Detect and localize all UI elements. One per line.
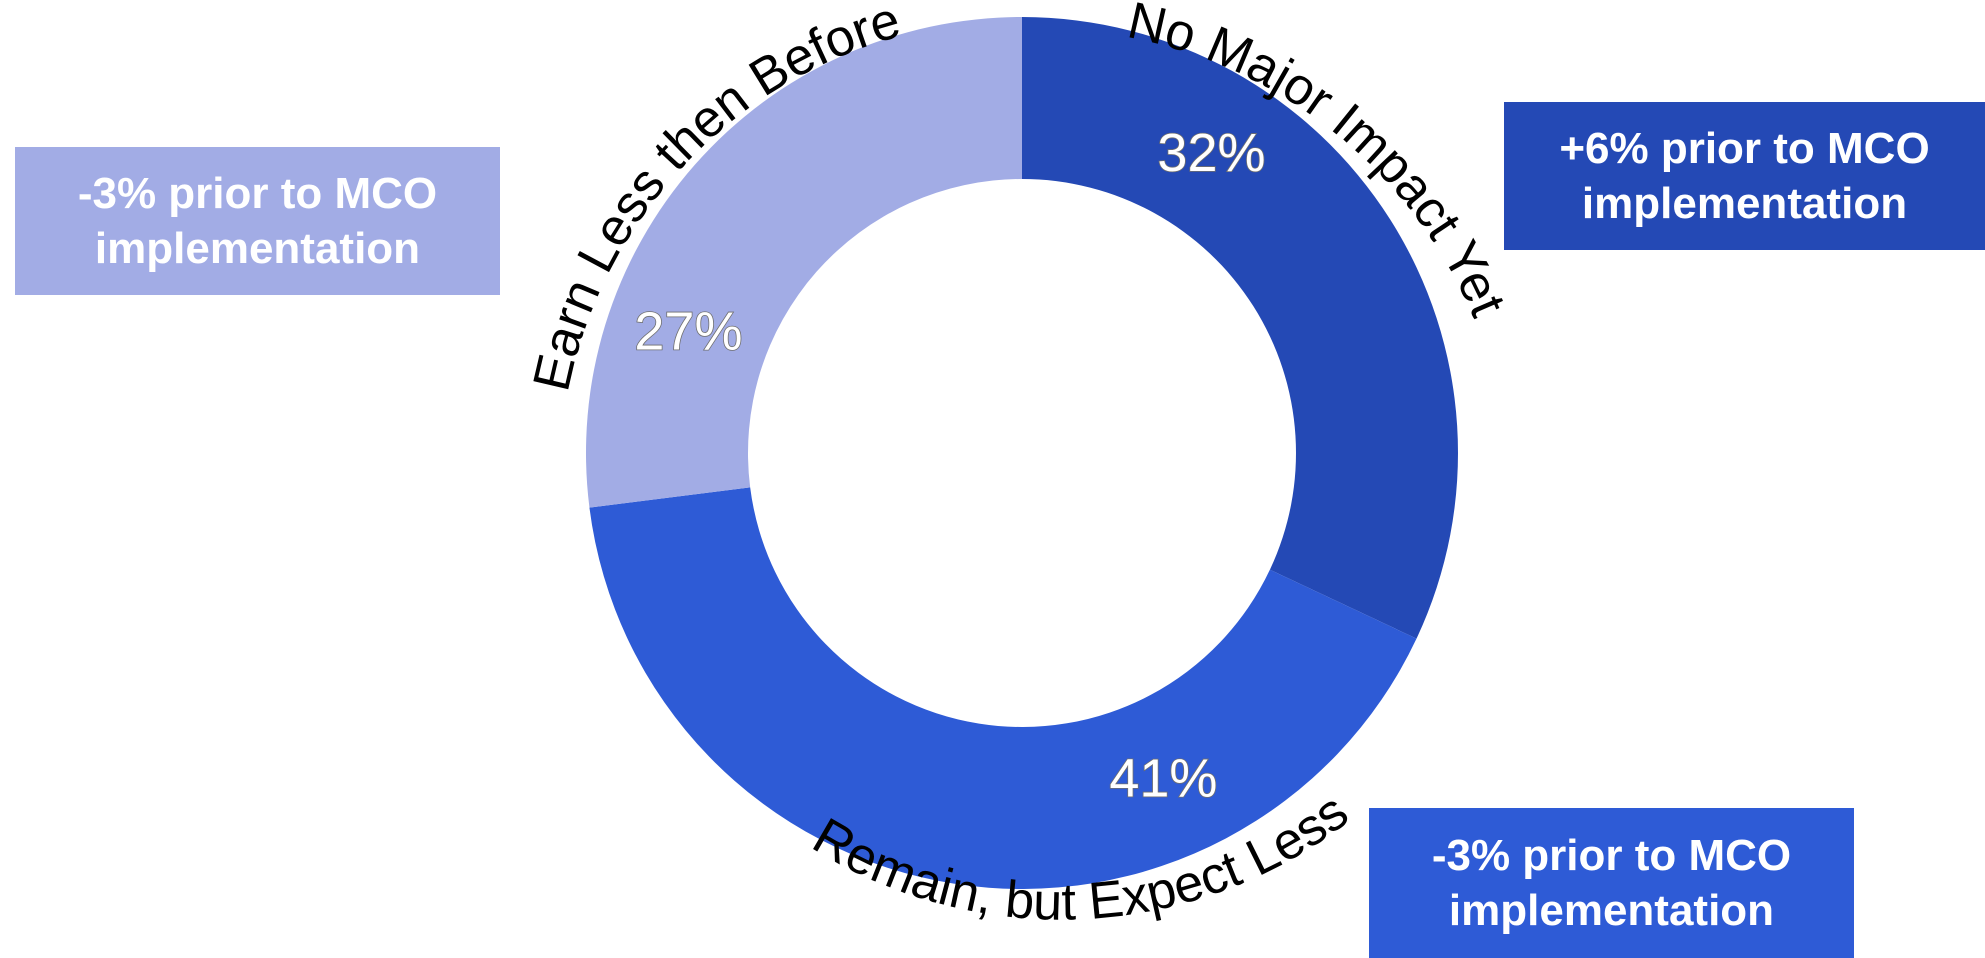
callout-line: -3% prior to MCO (77, 169, 438, 218)
value-label-earn-less-then-before: 27% (634, 301, 742, 361)
callout-earn-less-then-before: -3% prior to MCO implementation (15, 147, 500, 295)
callout-line: implementation (94, 224, 421, 273)
value-label-remain-but-expect-less: 41% (1109, 749, 1217, 809)
callout-line: -3% prior to MCO (1431, 831, 1792, 880)
value-label-no-major-impact-yet: 32% (1157, 123, 1265, 183)
callout-remain-but-expect-less: -3% prior to MCO implementation (1369, 808, 1854, 958)
slice-earn-less-then-before (586, 17, 1022, 508)
callout-line: implementation (1448, 886, 1775, 935)
callout-line: implementation (1581, 179, 1908, 228)
slice-no-major-impact-yet (1022, 17, 1458, 639)
slice-remain-but-expect-less (589, 487, 1417, 889)
callout-line: +6% prior to MCO (1559, 124, 1930, 173)
callout-no-major-impact-yet: +6% prior to MCO implementation (1504, 102, 1985, 250)
